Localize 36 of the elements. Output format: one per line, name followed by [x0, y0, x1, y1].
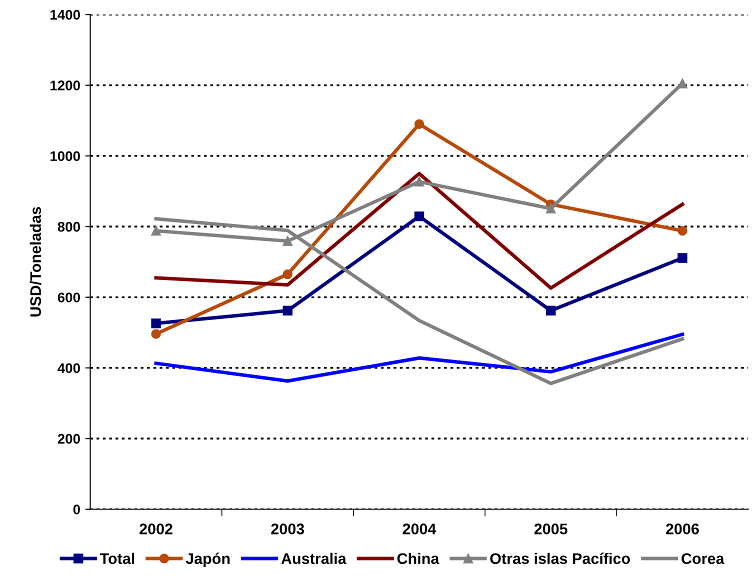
legend-label: China: [397, 552, 440, 564]
point: [678, 226, 688, 236]
line-series: [154, 172, 684, 290]
line-series: [154, 332, 684, 383]
x-tick-label: 2002: [140, 524, 172, 534]
point: [282, 236, 292, 246]
legend-label: Corea: [682, 553, 724, 564]
point: [414, 211, 424, 222]
y-tick-label: 800: [58, 222, 80, 232]
point: [414, 119, 424, 129]
y-tick-label: 1400: [50, 10, 80, 20]
x-tick-label: 2004: [402, 524, 436, 534]
point: [546, 306, 556, 316]
y-tick-label: 600: [58, 292, 80, 302]
y-tick-label: 400: [58, 363, 80, 374]
y-tick-label: 200: [58, 434, 80, 444]
point: [282, 306, 292, 316]
y-axis-title: USD/Toneladas: [30, 207, 42, 316]
legend-label: Australia: [281, 552, 346, 564]
x-tick-label: 2005: [534, 524, 568, 534]
legend-label: Otras islas Pacífico: [490, 552, 630, 564]
legend-label: Japón: [186, 552, 230, 568]
legend-label: Total: [100, 552, 134, 564]
point: [678, 78, 688, 88]
point: [414, 176, 424, 187]
point: [151, 226, 161, 236]
point: [282, 269, 292, 280]
point: [678, 253, 688, 263]
y-tick-label: 0: [73, 504, 80, 514]
point: [151, 318, 161, 328]
y-tick-label: 1200: [50, 80, 80, 90]
x-tick-label: 2003: [271, 524, 304, 534]
x-tick-label: 2006: [666, 524, 699, 534]
point: [546, 204, 556, 214]
y-tick-label: 1000: [50, 151, 80, 162]
point: [151, 329, 161, 339]
